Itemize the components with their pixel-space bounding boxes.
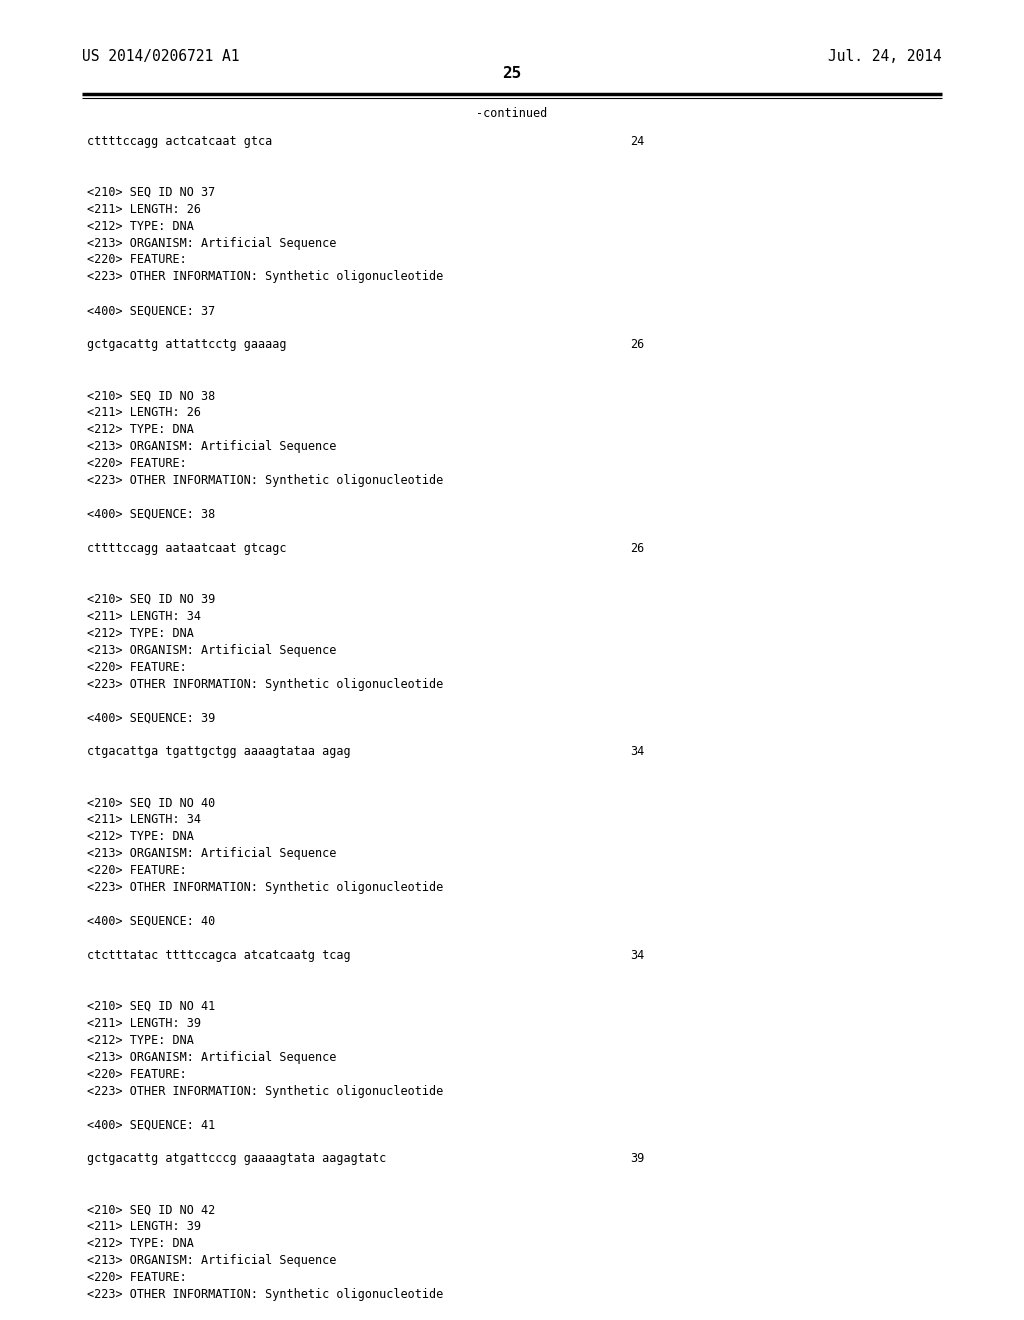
Text: <212> TYPE: DNA: <212> TYPE: DNA (87, 219, 194, 232)
Text: <223> OTHER INFORMATION: Synthetic oligonucleotide: <223> OTHER INFORMATION: Synthetic oligo… (87, 271, 443, 284)
Text: 34: 34 (630, 949, 644, 962)
Text: <210> SEQ ID NO 37: <210> SEQ ID NO 37 (87, 186, 215, 198)
Text: <210> SEQ ID NO 42: <210> SEQ ID NO 42 (87, 1204, 215, 1216)
Text: <213> ORGANISM: Artificial Sequence: <213> ORGANISM: Artificial Sequence (87, 847, 337, 861)
Text: <212> TYPE: DNA: <212> TYPE: DNA (87, 627, 194, 640)
Text: 34: 34 (630, 746, 644, 759)
Text: <213> ORGANISM: Artificial Sequence: <213> ORGANISM: Artificial Sequence (87, 236, 337, 249)
Text: -continued: -continued (476, 107, 548, 120)
Text: <223> OTHER INFORMATION: Synthetic oligonucleotide: <223> OTHER INFORMATION: Synthetic oligo… (87, 474, 443, 487)
Text: 26: 26 (630, 338, 644, 351)
Text: cttttccagg actcatcaat gtca: cttttccagg actcatcaat gtca (87, 135, 272, 148)
Text: <211> LENGTH: 34: <211> LENGTH: 34 (87, 813, 201, 826)
Text: <210> SEQ ID NO 39: <210> SEQ ID NO 39 (87, 593, 215, 606)
Text: 24: 24 (630, 135, 644, 148)
Text: <400> SEQUENCE: 39: <400> SEQUENCE: 39 (87, 711, 215, 725)
Text: <210> SEQ ID NO 38: <210> SEQ ID NO 38 (87, 389, 215, 403)
Text: US 2014/0206721 A1: US 2014/0206721 A1 (82, 49, 240, 65)
Text: <213> ORGANISM: Artificial Sequence: <213> ORGANISM: Artificial Sequence (87, 1051, 337, 1064)
Text: 25: 25 (503, 66, 521, 82)
Text: <220> FEATURE:: <220> FEATURE: (87, 457, 186, 470)
Text: <211> LENGTH: 34: <211> LENGTH: 34 (87, 610, 201, 623)
Text: <210> SEQ ID NO 40: <210> SEQ ID NO 40 (87, 796, 215, 809)
Text: 26: 26 (630, 541, 644, 554)
Text: <223> OTHER INFORMATION: Synthetic oligonucleotide: <223> OTHER INFORMATION: Synthetic oligo… (87, 677, 443, 690)
Text: <211> LENGTH: 39: <211> LENGTH: 39 (87, 1016, 201, 1030)
Text: <400> SEQUENCE: 38: <400> SEQUENCE: 38 (87, 508, 215, 521)
Text: <223> OTHER INFORMATION: Synthetic oligonucleotide: <223> OTHER INFORMATION: Synthetic oligo… (87, 880, 443, 894)
Text: <212> TYPE: DNA: <212> TYPE: DNA (87, 830, 194, 843)
Text: <223> OTHER INFORMATION: Synthetic oligonucleotide: <223> OTHER INFORMATION: Synthetic oligo… (87, 1085, 443, 1098)
Text: Jul. 24, 2014: Jul. 24, 2014 (828, 49, 942, 65)
Text: cttttccagg aataatcaat gtcagc: cttttccagg aataatcaat gtcagc (87, 541, 287, 554)
Text: <212> TYPE: DNA: <212> TYPE: DNA (87, 1034, 194, 1047)
Text: <400> SEQUENCE: 40: <400> SEQUENCE: 40 (87, 915, 215, 928)
Text: <211> LENGTH: 39: <211> LENGTH: 39 (87, 1220, 201, 1233)
Text: <213> ORGANISM: Artificial Sequence: <213> ORGANISM: Artificial Sequence (87, 440, 337, 453)
Text: 39: 39 (630, 1152, 644, 1166)
Text: gctgacattg attattcctg gaaaag: gctgacattg attattcctg gaaaag (87, 338, 287, 351)
Text: ctctttatac ttttccagca atcatcaatg tcag: ctctttatac ttttccagca atcatcaatg tcag (87, 949, 350, 962)
Text: <220> FEATURE:: <220> FEATURE: (87, 660, 186, 673)
Text: <220> FEATURE:: <220> FEATURE: (87, 1068, 186, 1081)
Text: <220> FEATURE:: <220> FEATURE: (87, 253, 186, 267)
Text: <212> TYPE: DNA: <212> TYPE: DNA (87, 424, 194, 436)
Text: <223> OTHER INFORMATION: Synthetic oligonucleotide: <223> OTHER INFORMATION: Synthetic oligo… (87, 1288, 443, 1302)
Text: <400> SEQUENCE: 37: <400> SEQUENCE: 37 (87, 305, 215, 317)
Text: <213> ORGANISM: Artificial Sequence: <213> ORGANISM: Artificial Sequence (87, 644, 337, 656)
Text: <210> SEQ ID NO 41: <210> SEQ ID NO 41 (87, 999, 215, 1012)
Text: <212> TYPE: DNA: <212> TYPE: DNA (87, 1237, 194, 1250)
Text: <213> ORGANISM: Artificial Sequence: <213> ORGANISM: Artificial Sequence (87, 1254, 337, 1267)
Text: <400> SEQUENCE: 41: <400> SEQUENCE: 41 (87, 1118, 215, 1131)
Text: <220> FEATURE:: <220> FEATURE: (87, 865, 186, 876)
Text: <211> LENGTH: 26: <211> LENGTH: 26 (87, 202, 201, 215)
Text: ctgacattga tgattgctgg aaaagtataa agag: ctgacattga tgattgctgg aaaagtataa agag (87, 746, 350, 759)
Text: <220> FEATURE:: <220> FEATURE: (87, 1271, 186, 1284)
Text: gctgacattg atgattcccg gaaaagtata aagagtatc: gctgacattg atgattcccg gaaaagtata aagagta… (87, 1152, 386, 1166)
Text: <211> LENGTH: 26: <211> LENGTH: 26 (87, 407, 201, 420)
